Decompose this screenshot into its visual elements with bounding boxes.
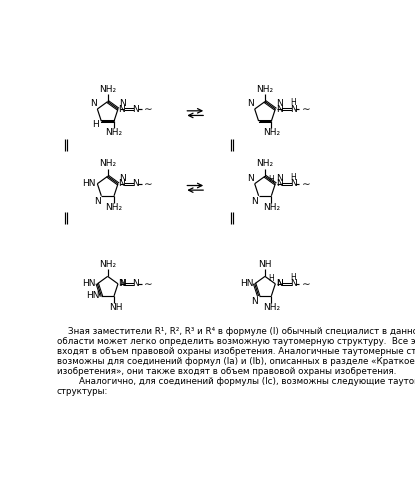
Text: N: N: [119, 104, 125, 114]
Text: N: N: [251, 296, 258, 306]
Text: N: N: [251, 196, 258, 205]
Text: N: N: [276, 280, 283, 288]
Text: N: N: [119, 179, 125, 188]
Text: N: N: [119, 174, 125, 183]
Text: ∼: ∼: [144, 178, 153, 188]
Text: H: H: [269, 274, 274, 283]
Text: структуры:: структуры:: [56, 387, 108, 396]
Text: H: H: [290, 98, 296, 108]
Text: N: N: [290, 280, 297, 288]
Text: N: N: [276, 174, 283, 183]
Text: NH₂: NH₂: [263, 128, 280, 137]
Text: NH₂: NH₂: [99, 160, 116, 168]
Text: ∼: ∼: [302, 178, 310, 188]
Text: Зная заместители R¹, R², R³ и R⁴ в формуле (I) обычный специалист в данной: Зная заместители R¹, R², R³ и R⁴ в форму…: [56, 327, 415, 336]
Text: N: N: [290, 179, 297, 188]
Text: N: N: [247, 174, 254, 183]
Text: N: N: [276, 280, 283, 288]
Text: NH₂: NH₂: [263, 303, 280, 312]
Text: ∼: ∼: [144, 104, 153, 114]
Text: возможны для соединений формул (Ia) и (Ib), описанных в разделе «Краткое описани: возможны для соединений формул (Ia) и (I…: [56, 357, 415, 366]
Text: N: N: [119, 280, 125, 288]
Text: NH₂: NH₂: [256, 160, 273, 168]
Text: NH₂: NH₂: [256, 85, 273, 94]
Text: N: N: [119, 100, 125, 108]
Text: входят в объем правовой охраны изобретения. Аналогичные таутомерные структуры: входят в объем правовой охраны изобретен…: [56, 347, 415, 356]
Text: HN: HN: [86, 292, 100, 300]
Text: ∼: ∼: [144, 279, 153, 289]
Text: NH₂: NH₂: [263, 203, 280, 212]
Text: H: H: [290, 273, 296, 282]
Text: области может легко определить возможную таутомерную структуру.  Все эти таутоме: области может легко определить возможную…: [56, 337, 415, 346]
Text: N: N: [276, 100, 283, 108]
Text: NH₂: NH₂: [105, 203, 122, 212]
Text: N: N: [276, 179, 283, 188]
Text: NH: NH: [109, 303, 122, 312]
Text: ∼: ∼: [302, 104, 310, 114]
Text: Аналогично, для соединений формулы (Ic), возможны следующие таутомерные: Аналогично, для соединений формулы (Ic),…: [56, 377, 415, 386]
Text: HN: HN: [82, 280, 96, 288]
Text: H: H: [290, 173, 296, 182]
Text: N: N: [132, 280, 139, 288]
Text: N: N: [290, 104, 297, 114]
Text: N: N: [132, 104, 139, 114]
Text: изобретения», они также входят в объем правовой охраны изобретения.: изобретения», они также входят в объем п…: [56, 367, 396, 376]
Text: N: N: [132, 179, 139, 188]
Text: NH₂: NH₂: [99, 85, 116, 94]
Text: H: H: [92, 120, 99, 128]
Text: HN: HN: [239, 280, 253, 288]
Text: NH₂: NH₂: [105, 128, 122, 137]
Text: N: N: [90, 100, 97, 108]
Text: NH: NH: [258, 260, 272, 268]
Text: N: N: [276, 104, 283, 114]
Text: HN: HN: [82, 179, 96, 188]
Text: N: N: [119, 280, 125, 288]
Text: N: N: [94, 196, 100, 205]
Text: H: H: [269, 175, 274, 184]
Text: N: N: [247, 100, 254, 108]
Text: NH₂: NH₂: [99, 260, 116, 268]
Text: ∼: ∼: [302, 279, 310, 289]
